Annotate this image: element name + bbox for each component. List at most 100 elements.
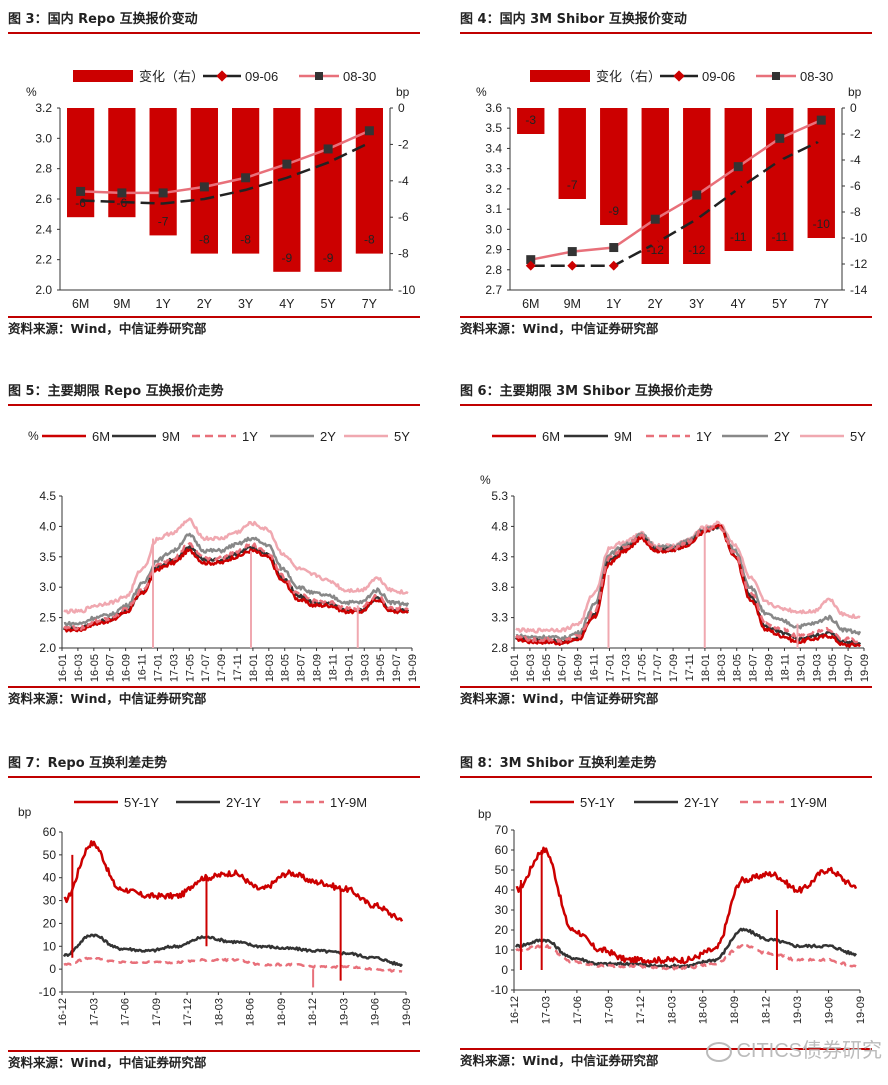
x-tick-label: 19-06 — [370, 998, 382, 1026]
left-tick-label: 2.8 — [35, 162, 52, 176]
y-axis-unit: bp — [478, 807, 492, 821]
point-0830 — [567, 247, 577, 257]
x-tick-label: 17-05 — [636, 654, 648, 682]
fig6-panel: 图 6：主要期限 3M Shibor 互换报价走势 6M 9M 1Y 2Y 5Y% 2.8… — [460, 382, 872, 714]
point-0830 — [609, 243, 619, 253]
y-tick-label: 20 — [43, 916, 57, 930]
fig4-chart: 变化（右） 09-06 08-30% bp 2.7 2.8 2.9 3.0 3.1 3.2 3.3 3… — [476, 69, 868, 311]
series-6M — [63, 548, 409, 633]
fig-legend-marker-0906 — [216, 70, 228, 82]
y-tick-label: 3.8 — [491, 580, 508, 594]
x-tick-label: 17-05 — [184, 654, 196, 682]
line-0830 — [80, 129, 370, 195]
y-tick-label: 10 — [43, 939, 57, 953]
x-tick-label: 18-03 — [264, 654, 276, 682]
right-tick-label: -10 — [398, 283, 416, 297]
x-category-label: 3Y — [238, 297, 254, 311]
bar-change — [683, 108, 711, 264]
x-tick-label: 19-07 — [391, 654, 403, 682]
y-tick-label: 30 — [495, 903, 509, 917]
x-tick-label: 18-09 — [729, 996, 741, 1024]
point-0906 — [525, 260, 536, 271]
x-tick-label: 16-12 — [57, 998, 69, 1026]
point-0830 — [158, 188, 168, 198]
legend-label: 9M — [614, 429, 632, 444]
y-tick-label: 50 — [495, 863, 509, 877]
series-5Y-1Y — [63, 840, 404, 922]
left-tick-label: 2.6 — [35, 192, 52, 206]
left-tick-label: 2.7 — [485, 283, 502, 297]
point-0830 — [364, 126, 374, 136]
bar-change — [149, 108, 177, 236]
fig7-title: 图 7：Repo 互换利差走势 — [8, 754, 420, 778]
x-category-label: 2Y — [197, 297, 213, 311]
y-tick-label: 0 — [49, 962, 56, 976]
series-2Y — [63, 532, 410, 627]
fig-legend-marker-0830 — [315, 72, 323, 80]
right-tick-label: -2 — [398, 137, 409, 151]
x-tick-label: 16-11 — [137, 654, 149, 681]
fig5-panel: 图 5：主要期限 Repo 互换报价走势 6M 9M 1Y 2Y 5Y% 2.0 2.5 3.… — [8, 382, 420, 714]
fig-legend-marker-0830 — [772, 72, 780, 80]
series-6M — [515, 523, 861, 648]
x-tick-label: 16-01 — [57, 654, 69, 682]
x-tick-label: 17-09 — [151, 998, 163, 1026]
bar-label: -8 — [199, 233, 210, 247]
point-0830 — [692, 190, 702, 200]
bar-label: -6 — [75, 196, 86, 210]
x-tick-label: 18-11 — [779, 654, 791, 681]
right-axis-unit: bp — [396, 85, 410, 99]
right-tick-label: -4 — [398, 174, 409, 188]
x-category-label: 6M — [522, 297, 539, 311]
x-category-label: 4Y — [731, 297, 747, 311]
legend-label: 6M — [92, 429, 110, 444]
point-0906 — [774, 155, 785, 166]
legend-label: 5Y — [850, 429, 866, 444]
wechat-icon — [706, 1041, 733, 1062]
point-0830 — [323, 144, 333, 154]
fig3-source: 资料来源：Wind，中信证券研究部 — [8, 316, 420, 340]
legend-label: 6M — [542, 429, 560, 444]
x-tick-label: 18-07 — [748, 654, 760, 682]
point-0830 — [816, 115, 826, 125]
x-tick-label: 19-01 — [795, 654, 807, 682]
point-0906 — [650, 238, 661, 249]
fig-legend-change: 变化（右） — [596, 69, 661, 84]
x-tick-label: 19-05 — [827, 654, 839, 682]
x-tick-label: 18-09 — [276, 998, 288, 1026]
bar-label: -3 — [525, 113, 536, 127]
x-tick-label: 17-01 — [604, 654, 616, 682]
bar-label: -9 — [323, 251, 334, 265]
left-tick-label: 2.8 — [485, 263, 502, 277]
left-tick-label: 2.0 — [35, 283, 52, 297]
fig-legend-0830: 08-30 — [800, 69, 833, 84]
x-tick-label: 17-12 — [635, 996, 647, 1024]
fig8-title: 图 8：3M Shibor 互换利差走势 — [460, 754, 872, 778]
x-tick-label: 17-03 — [88, 998, 100, 1026]
legend-label: 2Y — [774, 429, 790, 444]
point-0830 — [117, 188, 127, 198]
point-0830 — [775, 133, 785, 143]
fig8-chart: 5Y-1Y 2Y-1Y 1Y-9M bp -10 0 10 20 30 40 50 60 70 16-12… — [478, 795, 867, 1024]
series-1Y-9M — [515, 943, 857, 971]
series-5Y-1Y — [515, 846, 858, 965]
fig6-chart: 6M 9M 1Y 2Y 5Y% 2.8 3.3 3.8 4.3 4.8 5.3 16-01 16-03 1… — [480, 429, 871, 682]
right-axis-unit: bp — [848, 85, 862, 99]
y-tick-label: 60 — [43, 825, 57, 839]
left-tick-label: 3.1 — [485, 202, 502, 216]
bar-label: -8 — [240, 233, 251, 247]
left-axis-unit: % — [476, 85, 487, 99]
fig4-panel: 图 4：国内 3M Shibor 互换报价变动 变化（右） 09-06 08-30%… — [460, 10, 872, 342]
x-tick-label: 18-07 — [296, 654, 308, 682]
x-tick-label: 16-11 — [589, 654, 601, 681]
x-tick-label: 18-12 — [307, 998, 319, 1026]
right-tick-label: -8 — [850, 205, 861, 219]
fig5-title: 图 5：主要期限 Repo 互换报价走势 — [8, 382, 420, 406]
point-0906 — [691, 214, 702, 225]
point-0830 — [650, 214, 660, 224]
bar-label: -11 — [730, 230, 747, 244]
right-tick-label: -14 — [850, 283, 868, 297]
bar-change — [724, 108, 752, 251]
x-tick-label: 18-06 — [245, 998, 257, 1026]
legend-label: 1Y-9M — [790, 795, 827, 810]
